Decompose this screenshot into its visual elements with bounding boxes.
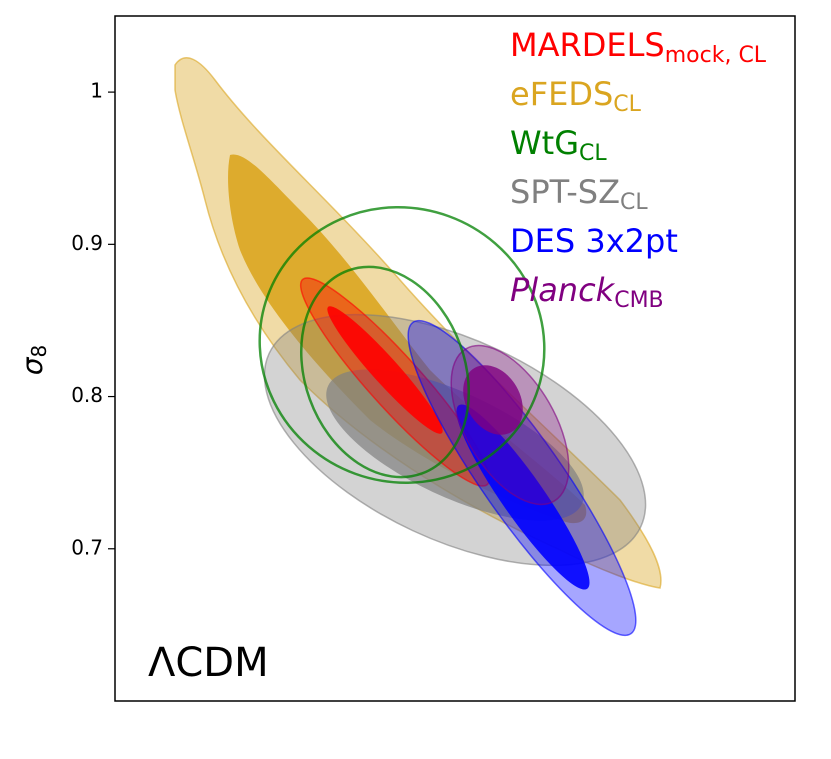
contour-inner — [327, 306, 443, 434]
y-tick-label: 0.8 — [71, 383, 103, 407]
legend-subscript: mock, CL — [665, 43, 767, 68]
legend-subscript: CL — [613, 92, 641, 117]
legend-name: WtG — [510, 124, 579, 162]
legend-subscript: CL — [620, 190, 648, 215]
legend-entry: eFEDSCL — [510, 75, 642, 117]
legend-entry: WtGCL — [510, 124, 607, 166]
contour-inner — [463, 365, 523, 435]
y-tick-label: 1 — [90, 79, 103, 103]
legend-entry: PlanckCMB — [510, 271, 664, 313]
legend-name: MARDELS — [510, 26, 665, 64]
legend-entry: DES 3x2pt — [510, 222, 678, 260]
contour-inner — [456, 404, 590, 590]
y-tick-label: 0.7 — [71, 535, 103, 559]
plot-frame — [114, 15, 796, 702]
legend-name: SPT-SZ — [510, 173, 620, 211]
y-axis-label: σ8 — [16, 345, 51, 375]
legend-subscript: CMB — [614, 288, 663, 313]
contour-inner — [299, 265, 471, 479]
legend-subscript: CL — [579, 141, 607, 166]
legend-name: Planck — [510, 271, 616, 309]
legend-name: eFEDS — [510, 75, 613, 113]
legend-entry: SPT-SZCL — [510, 173, 648, 215]
contour-outer — [258, 206, 546, 484]
y-tick-label: 0.9 — [71, 231, 103, 255]
contours — [174, 57, 662, 637]
legend-name: DES 3x2pt — [510, 222, 678, 260]
annotation: ΛCDM — [148, 640, 269, 686]
legend-entry: MARDELSmock, CL — [510, 26, 767, 68]
